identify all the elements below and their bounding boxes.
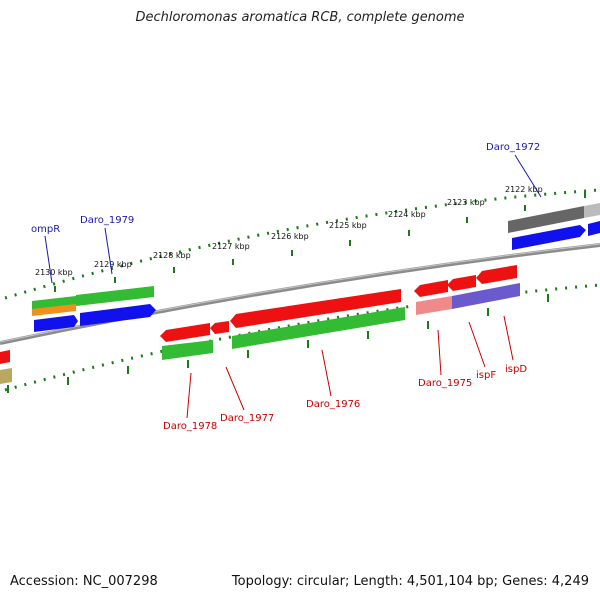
outer-ruler-dots	[4, 188, 600, 300]
tick-label-2128: 2128 kbp	[153, 251, 191, 260]
leader-Daro_1979	[104, 227, 113, 275]
gene-label-Daro_1976[interactable]: Daro_1976	[306, 399, 360, 410]
gene-pink-Daro_1975[interactable]	[416, 296, 452, 315]
map-title: Dechloromonas aromatica RCB, complete ge…	[135, 10, 465, 25]
gene-blue-ompR[interactable]	[34, 315, 78, 332]
gene-lightgray-next[interactable]	[584, 203, 600, 218]
gene-gray-Daro_1972[interactable]	[508, 206, 584, 233]
gene-red-edge-left[interactable]	[0, 350, 10, 364]
gene-label-Daro_1979[interactable]: Daro_1979	[80, 215, 134, 226]
tick-label-2126: 2126 kbp	[271, 232, 309, 241]
gene-red-Daro_1977[interactable]	[210, 321, 229, 334]
leader-Daro_1978	[186, 372, 192, 419]
gene-green-Daro_1976[interactable]	[232, 307, 405, 349]
gene-label-Daro_1975[interactable]: Daro_1975	[418, 378, 472, 389]
gene-red-Daro_1975[interactable]	[414, 280, 448, 297]
genome-summary-text: Topology: circular; Length: 4,501,104 bp…	[231, 574, 589, 589]
gene-red-ispF[interactable]	[447, 275, 476, 291]
leader-ompR	[44, 235, 53, 284]
gene-green-Daro_1979[interactable]	[76, 286, 154, 306]
gene-olive-edge-left[interactable]	[0, 368, 12, 384]
leader-ispF	[468, 321, 486, 368]
gene-red-Daro_1976[interactable]	[230, 289, 401, 328]
gene-label-ispD[interactable]: ispD	[505, 364, 527, 375]
tick-labels: 2122 kbp 2123 kbp 2124 kbp 2125 kbp 2126…	[35, 185, 543, 277]
gene-labels: ompR Daro_1979 Daro_1972 Daro_1978 Daro_…	[31, 142, 540, 432]
gene-label-Daro_1972[interactable]: Daro_1972	[486, 142, 540, 153]
gene-red-Daro_1978[interactable]	[160, 323, 210, 342]
accession-text: Accession: NC_007298	[10, 574, 158, 589]
gene-green-Daro_1978[interactable]	[162, 340, 213, 360]
gene-label-Daro_1978[interactable]: Daro_1978	[163, 421, 217, 432]
tick-label-2129: 2129 kbp	[94, 260, 132, 269]
gene-label-ompR[interactable]: ompR	[31, 224, 60, 235]
tick-label-2123: 2123 kbp	[447, 198, 485, 207]
leader-Daro_1976	[321, 349, 332, 397]
leader-ispD	[503, 315, 514, 361]
tick-label-2125: 2125 kbp	[329, 221, 367, 230]
gene-blue-Daro_1972[interactable]	[512, 225, 586, 250]
leader-Daro_1972	[514, 154, 542, 198]
genome-backbone	[0, 243, 600, 345]
outer-ruler-major-ticks	[54, 192, 586, 292]
gene-label-ispF[interactable]: ispF	[476, 370, 496, 381]
outer-gene-track[interactable]	[32, 203, 600, 332]
gene-blue-Daro_1979[interactable]	[80, 304, 156, 326]
inner-gene-track[interactable]	[0, 265, 520, 384]
tick-label-2124: 2124 kbp	[388, 210, 426, 219]
tick-label-2130: 2130 kbp	[35, 268, 73, 277]
gene-green-ompR[interactable]	[32, 296, 76, 310]
gene-label-Daro_1977[interactable]: Daro_1977	[220, 413, 274, 424]
tick-label-2127: 2127 kbp	[212, 242, 250, 251]
tick-label-2122: 2122 kbp	[505, 185, 543, 194]
gene-blue-next[interactable]	[588, 221, 600, 236]
gene-red-ispD[interactable]	[476, 265, 517, 284]
inner-ruler-major-ticks	[7, 294, 549, 393]
gene-purple-ispF[interactable]	[452, 283, 520, 309]
leader-Daro_1977	[225, 366, 245, 411]
leader-Daro_1975	[437, 329, 442, 376]
label-leader-lines	[44, 154, 542, 419]
gene-orange-ompR[interactable]	[32, 304, 76, 316]
